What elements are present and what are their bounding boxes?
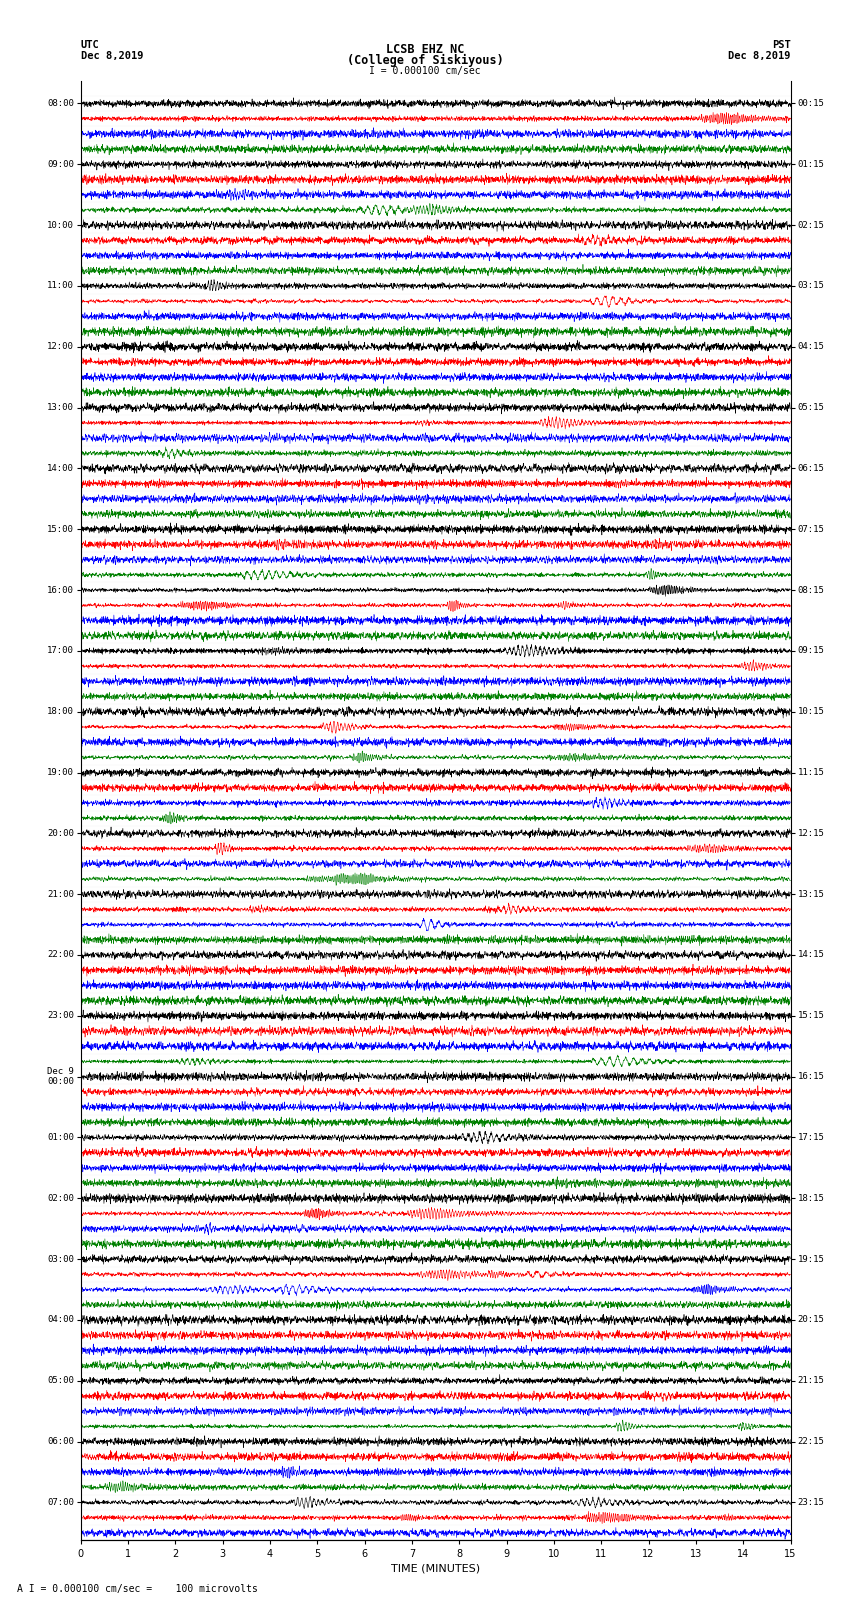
- Text: Dec 8,2019: Dec 8,2019: [728, 50, 791, 61]
- Text: (College of Siskiyous): (College of Siskiyous): [347, 53, 503, 68]
- X-axis label: TIME (MINUTES): TIME (MINUTES): [391, 1563, 480, 1574]
- Text: UTC: UTC: [81, 39, 99, 50]
- Text: A I = 0.000100 cm/sec =    100 microvolts: A I = 0.000100 cm/sec = 100 microvolts: [17, 1584, 258, 1594]
- Text: LCSB EHZ NC: LCSB EHZ NC: [386, 44, 464, 56]
- Text: Dec 8,2019: Dec 8,2019: [81, 50, 144, 61]
- Text: I = 0.000100 cm/sec: I = 0.000100 cm/sec: [369, 66, 481, 76]
- Text: PST: PST: [772, 39, 791, 50]
